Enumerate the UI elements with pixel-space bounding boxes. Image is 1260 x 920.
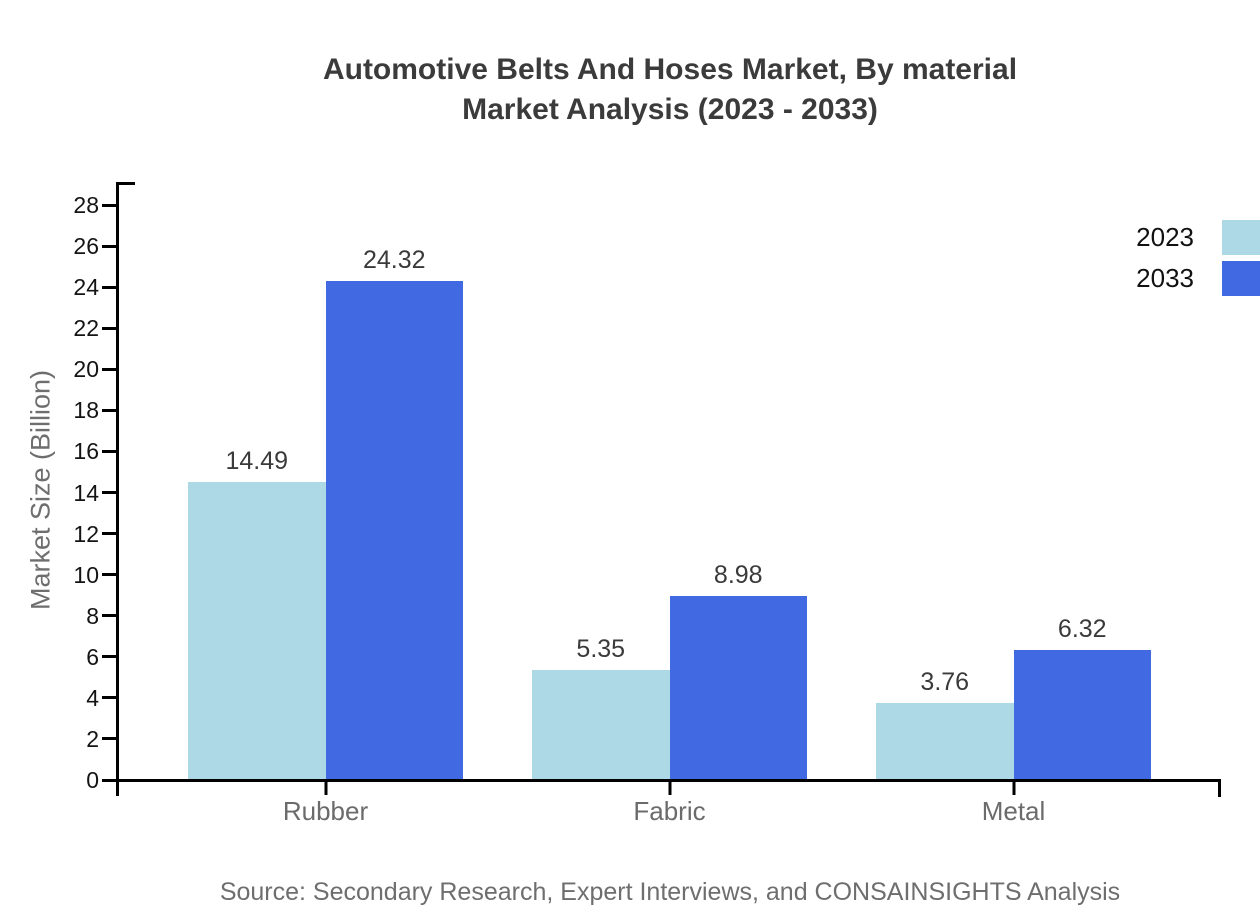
- category-label-rubber: Rubber: [282, 796, 369, 826]
- source-note: Source: Secondary Research, Expert Inter…: [219, 878, 1121, 906]
- legend-swatch-2023: [1222, 220, 1260, 255]
- y-tick-label-24: 24: [73, 274, 99, 301]
- value-label-2023-rubber: 14.49: [225, 447, 289, 476]
- y-tick-24: [102, 285, 117, 289]
- y-tick-label-28: 28: [73, 192, 99, 218]
- value-label-2033-metal: 6.32: [1057, 615, 1107, 644]
- x-tick-metal: [1012, 780, 1015, 795]
- chart-title-line1: Automotive Belts And Hoses Market, By ma…: [322, 53, 1018, 86]
- y-tick-label-22: 22: [73, 315, 99, 342]
- legend-item-2033: 2033: [1136, 261, 1260, 296]
- category-label-metal: Metal: [981, 796, 1046, 826]
- y-tick-label-14: 14: [73, 479, 99, 506]
- bar-2023-metal: 3.76: [876, 668, 1014, 780]
- y-tick-26: [102, 244, 117, 248]
- plot-area: 14.49 24.32 Rubber 5.35 8.98 Fabric 3.76 6.32 Me…: [119, 182, 1220, 826]
- y-tick-16: [102, 449, 117, 453]
- y-tick-14: [102, 491, 117, 494]
- y-tick-label-16: 16: [73, 438, 99, 465]
- x-tick-fabric: [668, 780, 671, 795]
- y-tick-22: [102, 326, 117, 330]
- y-axis-line: [116, 182, 119, 796]
- y-tick-label-26: 26: [73, 233, 99, 260]
- legend: 2023 2033: [1136, 220, 1260, 296]
- chart-title-line2: Market Analysis (2023 - 2033): [462, 93, 878, 126]
- bar-2033-rubber: 24.32: [325, 246, 463, 780]
- legend-swatch-2033: [1222, 261, 1260, 296]
- y-tick-20: [102, 367, 117, 371]
- legend-item-2023: 2023: [1136, 220, 1260, 255]
- y-tick-6: [102, 655, 117, 659]
- legend-label-2033: 2033: [1136, 263, 1194, 293]
- y-tick-4: [102, 696, 117, 700]
- y-tick-10: [102, 573, 117, 577]
- x-tick-rubber: [324, 780, 327, 795]
- y-tick-28: [102, 203, 117, 207]
- y-tick-label-4: 4: [86, 684, 99, 711]
- bar-group-rubber: 14.49 24.32 Rubber: [188, 246, 463, 826]
- legend-label-2023: 2023: [1136, 222, 1194, 252]
- y-tick-18: [102, 408, 117, 412]
- value-label-2033-fabric: 8.98: [713, 560, 763, 589]
- y-tick-label-18: 18: [73, 397, 99, 424]
- bar-2033-fabric: 8.98: [669, 561, 807, 780]
- y-tick-label-10: 10: [73, 561, 99, 588]
- y-tick-label-12: 12: [73, 520, 99, 547]
- bar-group-fabric: 5.35 8.98 Fabric: [532, 561, 807, 826]
- y-axis-top-cap: [116, 182, 135, 185]
- bar-group-metal: 3.76 6.32 Metal: [876, 615, 1151, 826]
- y-tick-label-0: 0: [86, 767, 99, 793]
- value-label-2033-rubber: 24.32: [362, 245, 426, 274]
- y-tick-label-2: 2: [86, 725, 99, 752]
- y-tick-8: [102, 614, 117, 618]
- value-label-2023-metal: 3.76: [920, 667, 970, 696]
- y-tick-2: [102, 737, 117, 741]
- chart-title: Automotive Belts And Hoses Market, By ma…: [118, 50, 1222, 130]
- y-tick-label-6: 6: [86, 643, 99, 670]
- y-tick-label-8: 8: [86, 602, 99, 629]
- bar-2033-metal: 6.32: [1013, 615, 1151, 780]
- bar-2023-rubber: 14.49: [188, 447, 326, 780]
- bar-2023-fabric: 5.35: [532, 635, 670, 780]
- x-axis-end-cap: [1218, 779, 1221, 797]
- category-label-fabric: Fabric: [633, 796, 706, 826]
- value-label-2023-fabric: 5.35: [576, 635, 626, 664]
- y-tick-label-20: 20: [73, 356, 99, 383]
- y-tick-0: [102, 778, 117, 782]
- y-tick-12: [102, 532, 117, 536]
